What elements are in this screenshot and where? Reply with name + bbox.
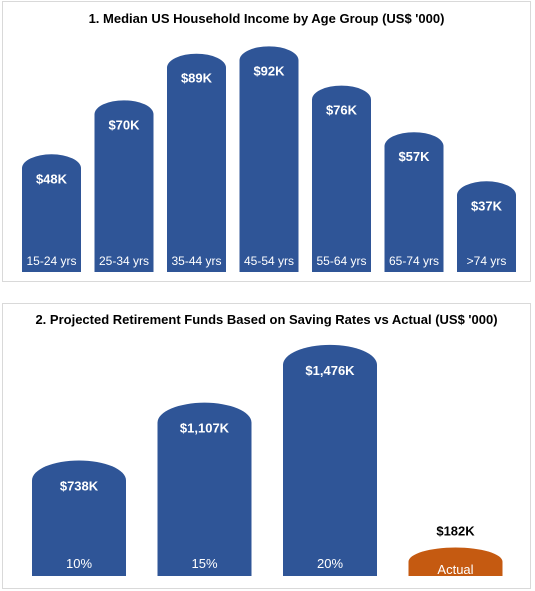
bar-25-34-yrs [94, 100, 154, 272]
category-label: 20% [317, 556, 343, 571]
retirement-bars-svg: $738K 10% $1,107K 15% $1,476K 20% $182K Actual [32, 344, 503, 577]
data-label: $70K [108, 117, 140, 132]
bar-35-44-yrs [167, 53, 226, 272]
bar-15-24-yrs [22, 154, 81, 272]
category-label: 35-44 yrs [171, 254, 221, 268]
bar-20- [283, 344, 377, 576]
category-label: 45-54 yrs [244, 254, 294, 268]
data-label: $89K [181, 71, 213, 86]
bar--74-yrs [457, 181, 516, 272]
data-label: $57K [398, 149, 430, 164]
bar-45-54-yrs [239, 46, 299, 273]
income-bars-svg: $48K 15-24 yrs $70K 25-34 yrs $89K 35-44 yrs $… [22, 46, 516, 273]
bar-actual [408, 547, 503, 576]
data-label: $182K [436, 524, 475, 539]
retirement-funds-chart: 2. Projected Retirement Funds Based on S… [2, 303, 531, 589]
category-label: >74 yrs [467, 254, 507, 268]
data-label: $48K [36, 171, 68, 186]
income-by-age-chart: 1. Median US Household Income by Age Gro… [2, 1, 531, 282]
bar-55-64-yrs [312, 85, 371, 272]
category-label: 65-74 yrs [389, 254, 439, 268]
bar-15- [157, 402, 252, 576]
chart-title: 1. Median US Household Income by Age Gro… [88, 11, 445, 26]
data-label: $1,476K [305, 363, 355, 378]
data-label: $37K [471, 198, 503, 213]
category-label: 15% [191, 556, 217, 571]
bar-10- [32, 460, 126, 576]
category-label: 55-64 yrs [316, 254, 366, 268]
category-label: Actual [437, 562, 473, 577]
data-label: $1,107K [180, 421, 230, 436]
category-label: 10% [66, 556, 92, 571]
chart-title: 2. Projected Retirement Funds Based on S… [35, 312, 498, 327]
category-label: 15-24 yrs [26, 254, 76, 268]
bar-65-74-yrs [384, 132, 444, 272]
chart-separator [0, 283, 535, 303]
data-label: $738K [60, 478, 99, 493]
data-label: $76K [326, 103, 358, 118]
data-label: $92K [253, 63, 285, 78]
category-label: 25-34 yrs [99, 254, 149, 268]
